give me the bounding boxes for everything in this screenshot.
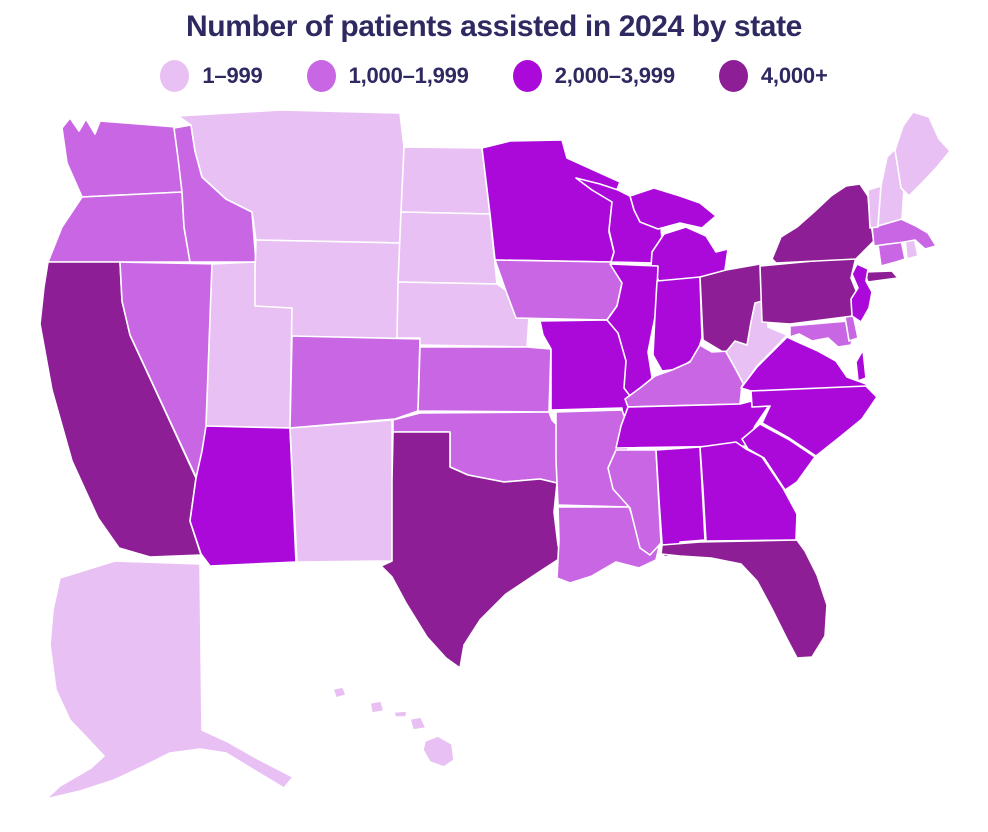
legend-swatch-1000-1999: [306, 60, 336, 92]
state-AL[interactable]: [655, 446, 706, 558]
state-FL[interactable]: [660, 539, 828, 659]
legend-swatch-2000-3999: [512, 60, 542, 92]
legend-label-2000-3999: 2,000–3,999: [554, 63, 675, 88]
state-CO[interactable]: [289, 335, 421, 429]
legend-item-4000plus: 4,000+: [718, 60, 828, 92]
state-VT[interactable]: [867, 185, 882, 229]
legend-item-2000-3999: 2,000–3,999: [512, 60, 675, 92]
legend-item-1000-1999: 1,000–1,999: [306, 60, 469, 92]
legend-swatch-4000plus: [718, 60, 748, 92]
legend-label-1000-1999: 1,000–1,999: [348, 63, 469, 88]
state-NM[interactable]: [289, 419, 393, 563]
chart-header: Number of patients assisted in 2024 by s…: [0, 0, 988, 92]
state-AK[interactable]: [45, 560, 294, 800]
state-NC[interactable]: [750, 385, 878, 457]
legend-item-1-999: 1–999: [160, 60, 263, 92]
state-ME[interactable]: [894, 111, 951, 197]
state-HI[interactable]: [332, 686, 455, 768]
state-KY[interactable]: [624, 344, 757, 408]
legend-label-1-999: 1–999: [202, 63, 263, 88]
legend-swatch-1-999: [160, 60, 190, 92]
state-ND[interactable]: [400, 146, 491, 215]
state-SD[interactable]: [397, 211, 498, 285]
state-GA[interactable]: [699, 441, 798, 542]
state-AZ[interactable]: [189, 425, 297, 567]
state-OR[interactable]: [47, 191, 191, 263]
legend-label-4000plus: 4,000+: [760, 63, 828, 88]
legend: 1–999 1,000–1,999 2,000–3,999 4,000+: [0, 60, 988, 92]
state-MA[interactable]: [871, 218, 937, 250]
state-MN[interactable]: [481, 139, 621, 263]
state-SC[interactable]: [741, 423, 816, 491]
state-TX[interactable]: [380, 431, 563, 669]
state-TN[interactable]: [615, 397, 771, 449]
state-WA[interactable]: [61, 117, 183, 198]
state-PA[interactable]: [759, 256, 860, 325]
state-IA[interactable]: [494, 259, 623, 321]
state-MT[interactable]: [177, 109, 405, 244]
page-title: Number of patients assisted in 2024 by s…: [186, 10, 802, 43]
state-NJ[interactable]: [850, 263, 873, 323]
state-KS[interactable]: [417, 346, 552, 413]
